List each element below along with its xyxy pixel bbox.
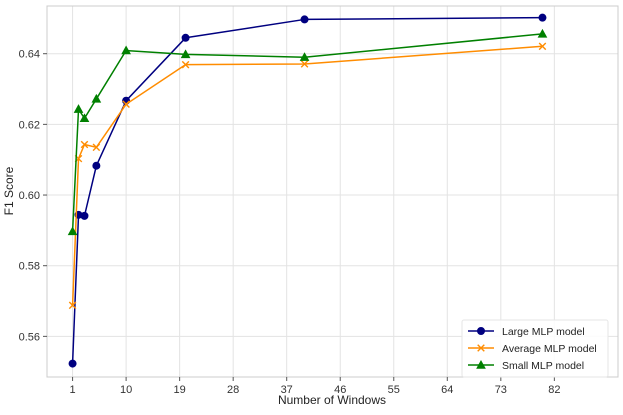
small-mlp-model-point xyxy=(91,93,102,103)
large-mlp-model-line xyxy=(71,16,543,364)
legend-label: Large MLP model xyxy=(502,326,585,338)
y-tick-label: 0.60 xyxy=(19,190,40,202)
x-tick-label: 19 xyxy=(174,384,186,396)
y-tick-label: 0.62 xyxy=(19,119,40,131)
x-tick-label: 37 xyxy=(281,384,293,396)
average-mlp-model-point xyxy=(122,100,130,109)
legend-swatch-marker xyxy=(477,344,485,352)
legend-swatch-marker xyxy=(476,359,486,369)
average-mlp-model-point xyxy=(92,143,101,152)
plot-area-frame xyxy=(46,5,619,378)
series-layer xyxy=(67,13,548,368)
average-mlp-model-point xyxy=(80,140,89,149)
x-axis-ticks: 1 10 19 28 37 46 55 64 73 82 xyxy=(70,377,560,396)
x-tick-label: 1 xyxy=(70,384,76,396)
x-tick-label: 28 xyxy=(227,384,239,396)
legend-item-small-mlp-model: Small MLP model xyxy=(468,359,584,372)
average-mlp-model-series xyxy=(68,42,547,310)
small-mlp-model-point xyxy=(121,45,131,55)
large-mlp-model-point xyxy=(181,33,190,42)
average-mlp-model-point xyxy=(68,301,77,310)
average-mlp-model-line xyxy=(71,45,543,306)
small-mlp-model-point xyxy=(299,52,310,61)
legend-swatch-marker xyxy=(477,327,485,335)
x-marker-stroke xyxy=(538,42,547,51)
x-marker-stroke xyxy=(181,60,190,69)
y-tick-label: 0.64 xyxy=(19,49,40,61)
x-tick-label: 10 xyxy=(120,384,132,396)
legend: Large MLP model Average MLP model Small ML… xyxy=(461,319,609,378)
average-mlp-model-point xyxy=(181,60,190,69)
x-marker-stroke xyxy=(122,100,130,109)
x-tick-label: 82 xyxy=(548,384,560,396)
average-mlp-model-point xyxy=(300,60,309,68)
y-tick-label: 0.56 xyxy=(19,331,40,343)
small-mlp-model-point xyxy=(180,49,191,59)
x-marker-stroke xyxy=(477,344,485,352)
x-tick-label: 55 xyxy=(388,384,400,396)
x-tick-label: 46 xyxy=(334,384,346,396)
y-axis-ticks: 0.56 0.58 0.60 0.62 0.64 xyxy=(19,49,47,343)
large-mlp-model-point xyxy=(68,359,77,368)
y-axis-label: F1 Score xyxy=(2,166,16,215)
x-marker-stroke xyxy=(68,301,77,310)
small-mlp-model-point xyxy=(79,113,90,123)
legend-label: Average MLP model xyxy=(502,343,597,355)
legend-box xyxy=(461,319,609,378)
small-mlp-model-series xyxy=(67,28,548,236)
average-mlp-model-point xyxy=(538,42,547,51)
large-mlp-model-point xyxy=(92,161,101,170)
legend-item-average-mlp-model: Average MLP model xyxy=(468,343,597,355)
legend-item-large-mlp-model: Large MLP model xyxy=(468,326,585,338)
large-mlp-model-point xyxy=(300,15,309,24)
x-marker-stroke xyxy=(80,140,89,149)
y-tick-label: 0.58 xyxy=(19,261,40,273)
grid xyxy=(47,6,618,377)
x-marker-stroke xyxy=(300,60,309,68)
x-marker-stroke xyxy=(92,143,101,152)
small-mlp-model-point xyxy=(73,104,84,113)
legend-label: Small MLP model xyxy=(502,360,584,372)
small-mlp-model-point xyxy=(537,28,548,38)
x-tick-label: 73 xyxy=(495,384,507,396)
small-mlp-model-point xyxy=(67,226,78,236)
large-mlp-model-point xyxy=(80,211,89,220)
x-tick-label: 64 xyxy=(441,384,453,396)
x-axis-label: Number of Windows xyxy=(278,393,386,407)
large-mlp-model-point xyxy=(538,13,547,22)
